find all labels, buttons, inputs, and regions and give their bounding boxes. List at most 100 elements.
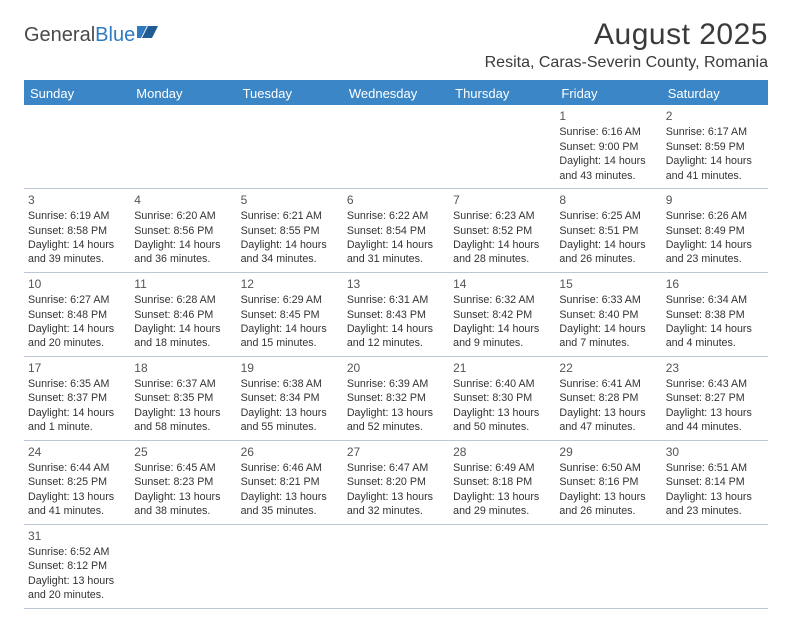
day-info-line: and 15 minutes. — [241, 336, 339, 350]
day-info-line: and 7 minutes. — [559, 336, 657, 350]
day-info-line: Sunset: 8:30 PM — [453, 391, 551, 405]
calendar-day-cell: 5Sunrise: 6:21 AMSunset: 8:55 PMDaylight… — [237, 188, 343, 272]
day-info-line: and 1 minute. — [28, 420, 126, 434]
day-info-line: Sunset: 8:48 PM — [28, 308, 126, 322]
calendar-header-row: SundayMondayTuesdayWednesdayThursdayFrid… — [24, 81, 768, 105]
day-info-line: Sunset: 8:18 PM — [453, 475, 551, 489]
calendar-day-cell: 19Sunrise: 6:38 AMSunset: 8:34 PMDayligh… — [237, 356, 343, 440]
day-info-line: Sunrise: 6:17 AM — [666, 125, 764, 139]
day-info-line: Sunset: 8:40 PM — [559, 308, 657, 322]
day-info-line: and 43 minutes. — [559, 169, 657, 183]
day-info-line: Sunrise: 6:26 AM — [666, 209, 764, 223]
calendar-table: SundayMondayTuesdayWednesdayThursdayFrid… — [24, 80, 768, 609]
day-info-line: Sunset: 8:34 PM — [241, 391, 339, 405]
calendar-empty-cell — [449, 524, 555, 608]
day-info-line: and 38 minutes. — [134, 504, 232, 518]
day-info-line: Sunrise: 6:39 AM — [347, 377, 445, 391]
day-info-line: Sunset: 8:52 PM — [453, 224, 551, 238]
day-info-line: Sunrise: 6:52 AM — [28, 545, 126, 559]
day-info-line: Sunset: 9:00 PM — [559, 140, 657, 154]
calendar-day-cell: 11Sunrise: 6:28 AMSunset: 8:46 PMDayligh… — [130, 272, 236, 356]
day-info-line: Sunrise: 6:46 AM — [241, 461, 339, 475]
calendar-empty-cell — [237, 105, 343, 188]
calendar-day-cell: 16Sunrise: 6:34 AMSunset: 8:38 PMDayligh… — [662, 272, 768, 356]
weekday-header: Thursday — [449, 81, 555, 105]
calendar-day-cell: 15Sunrise: 6:33 AMSunset: 8:40 PMDayligh… — [555, 272, 661, 356]
day-info-line: Sunset: 8:35 PM — [134, 391, 232, 405]
day-info-line: Daylight: 14 hours — [347, 238, 445, 252]
day-number: 1 — [559, 108, 657, 124]
day-number: 20 — [347, 360, 445, 376]
day-number: 29 — [559, 444, 657, 460]
day-info-line: Daylight: 13 hours — [134, 490, 232, 504]
calendar-day-cell: 22Sunrise: 6:41 AMSunset: 8:28 PMDayligh… — [555, 356, 661, 440]
calendar-empty-cell — [237, 524, 343, 608]
day-number: 9 — [666, 192, 764, 208]
calendar-day-cell: 12Sunrise: 6:29 AMSunset: 8:45 PMDayligh… — [237, 272, 343, 356]
day-info-line: Sunrise: 6:49 AM — [453, 461, 551, 475]
day-info-line: and 12 minutes. — [347, 336, 445, 350]
calendar-empty-cell — [130, 524, 236, 608]
logo-text-gray: General — [24, 24, 95, 46]
day-info-line: Sunrise: 6:27 AM — [28, 293, 126, 307]
logo-text-blue: Blue — [95, 24, 135, 46]
day-number: 25 — [134, 444, 232, 460]
day-info-line: Daylight: 14 hours — [559, 238, 657, 252]
day-info-line: and 50 minutes. — [453, 420, 551, 434]
day-info-line: Daylight: 14 hours — [28, 322, 126, 336]
day-number: 28 — [453, 444, 551, 460]
day-info-line: Sunrise: 6:37 AM — [134, 377, 232, 391]
day-info-line: Daylight: 14 hours — [453, 238, 551, 252]
day-number: 31 — [28, 528, 126, 544]
day-number: 3 — [28, 192, 126, 208]
day-info-line: Daylight: 13 hours — [28, 490, 126, 504]
day-info-line: Sunset: 8:46 PM — [134, 308, 232, 322]
day-info-line: and 9 minutes. — [453, 336, 551, 350]
day-info-line: Sunrise: 6:19 AM — [28, 209, 126, 223]
calendar-day-cell: 8Sunrise: 6:25 AMSunset: 8:51 PMDaylight… — [555, 188, 661, 272]
day-info-line: Daylight: 14 hours — [28, 238, 126, 252]
day-info-line: Daylight: 13 hours — [666, 490, 764, 504]
calendar-day-cell: 17Sunrise: 6:35 AMSunset: 8:37 PMDayligh… — [24, 356, 130, 440]
day-info-line: Sunrise: 6:44 AM — [28, 461, 126, 475]
day-info-line: Daylight: 14 hours — [559, 322, 657, 336]
day-number: 4 — [134, 192, 232, 208]
day-number: 27 — [347, 444, 445, 460]
day-info-line: Sunset: 8:45 PM — [241, 308, 339, 322]
day-info-line: Daylight: 14 hours — [559, 154, 657, 168]
day-number: 18 — [134, 360, 232, 376]
day-number: 23 — [666, 360, 764, 376]
day-number: 13 — [347, 276, 445, 292]
day-info-line: Daylight: 14 hours — [241, 238, 339, 252]
calendar-page: GeneralBlue August 2025 Resita, Caras-Se… — [0, 0, 792, 627]
day-info-line: Daylight: 14 hours — [241, 322, 339, 336]
day-info-line: and 4 minutes. — [666, 336, 764, 350]
calendar-day-cell: 14Sunrise: 6:32 AMSunset: 8:42 PMDayligh… — [449, 272, 555, 356]
day-info-line: Sunrise: 6:20 AM — [134, 209, 232, 223]
calendar-week-row: 1Sunrise: 6:16 AMSunset: 9:00 PMDaylight… — [24, 105, 768, 188]
day-info-line: Sunrise: 6:47 AM — [347, 461, 445, 475]
day-info-line: Sunset: 8:51 PM — [559, 224, 657, 238]
day-info-line: Sunrise: 6:32 AM — [453, 293, 551, 307]
day-info-line: Sunrise: 6:23 AM — [453, 209, 551, 223]
calendar-day-cell: 13Sunrise: 6:31 AMSunset: 8:43 PMDayligh… — [343, 272, 449, 356]
calendar-day-cell: 4Sunrise: 6:20 AMSunset: 8:56 PMDaylight… — [130, 188, 236, 272]
weekday-header: Sunday — [24, 81, 130, 105]
day-info-line: Sunset: 8:37 PM — [28, 391, 126, 405]
day-info-line: Sunset: 8:42 PM — [453, 308, 551, 322]
day-info-line: Sunrise: 6:22 AM — [347, 209, 445, 223]
title-block: August 2025 Resita, Caras-Severin County… — [485, 18, 768, 72]
calendar-day-cell: 9Sunrise: 6:26 AMSunset: 8:49 PMDaylight… — [662, 188, 768, 272]
day-info-line: and 31 minutes. — [347, 252, 445, 266]
day-number: 5 — [241, 192, 339, 208]
calendar-week-row: 31Sunrise: 6:52 AMSunset: 8:12 PMDayligh… — [24, 524, 768, 608]
day-info-line: and 28 minutes. — [453, 252, 551, 266]
calendar-day-cell: 28Sunrise: 6:49 AMSunset: 8:18 PMDayligh… — [449, 440, 555, 524]
day-info-line: Sunset: 8:49 PM — [666, 224, 764, 238]
calendar-day-cell: 24Sunrise: 6:44 AMSunset: 8:25 PMDayligh… — [24, 440, 130, 524]
day-info-line: Daylight: 14 hours — [666, 322, 764, 336]
day-number: 30 — [666, 444, 764, 460]
calendar-day-cell: 7Sunrise: 6:23 AMSunset: 8:52 PMDaylight… — [449, 188, 555, 272]
day-info-line: Sunset: 8:16 PM — [559, 475, 657, 489]
logo: GeneralBlue — [24, 24, 159, 47]
